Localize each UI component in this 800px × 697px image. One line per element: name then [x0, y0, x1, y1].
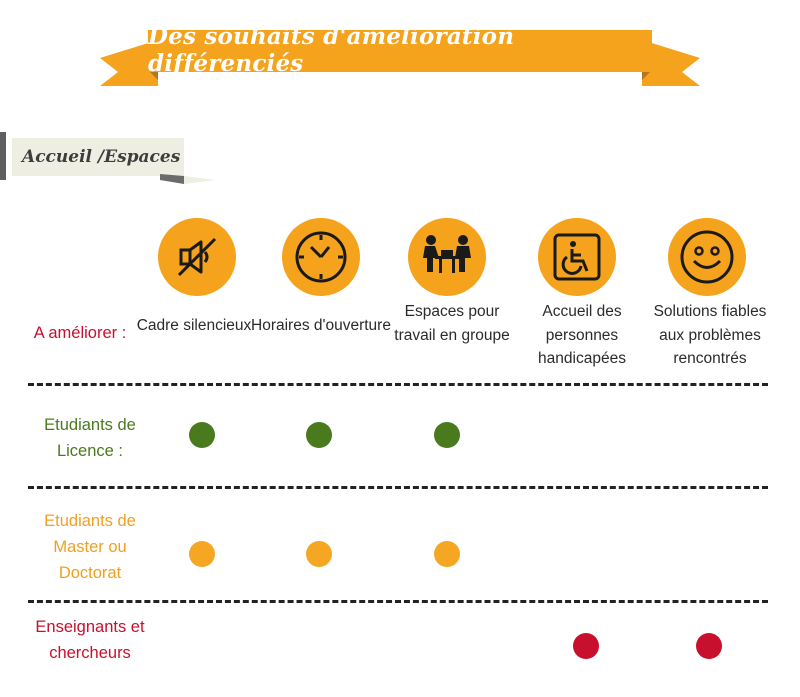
row-label-master: Etudiants de Master ou Doctorat [44, 512, 136, 582]
column-label-espaces: Espaces pour travail en groupe [394, 303, 510, 344]
clock-icon [282, 218, 360, 296]
column-label-solutions: Solutions fiables aux problèmes rencontr… [653, 303, 767, 367]
master-mark-cadre [189, 541, 215, 567]
title-ribbon: Des souhaits d'amélioration différenciés [100, 22, 700, 86]
licence-mark-cadre [189, 422, 215, 448]
divider [28, 383, 768, 386]
column-label-accueil: Accueil des personnes handicapées [538, 303, 626, 367]
mute-speaker-icon [158, 218, 236, 296]
enseignants-mark-accueil [573, 633, 599, 659]
section-title: Accueil /Espaces [22, 147, 181, 167]
row-header-ameliorer: A améliorer : [33, 324, 127, 342]
section-marker [0, 132, 6, 180]
group-work-icon [408, 218, 486, 296]
master-mark-espaces [434, 541, 460, 567]
section-fold-shape [160, 150, 216, 184]
row-label-enseignants: Enseignants et chercheurs [35, 618, 145, 662]
divider [28, 486, 768, 489]
row-label-licence: Etudiants de Licence : [44, 416, 136, 460]
column-label-horaires: Horaires d'ouverture [251, 317, 391, 334]
wheelchair-icon [538, 218, 616, 296]
licence-mark-espaces [434, 422, 460, 448]
column-label-cadre: Cadre silencieux [136, 317, 252, 334]
section-tab [12, 138, 184, 176]
licence-mark-horaires [306, 422, 332, 448]
master-mark-horaires [306, 541, 332, 567]
enseignants-mark-solutions [696, 633, 722, 659]
smiley-icon [668, 218, 746, 296]
page-title: Des souhaits d'amélioration différenciés [148, 23, 515, 77]
ribbon-shape [100, 30, 700, 86]
divider [28, 600, 768, 603]
